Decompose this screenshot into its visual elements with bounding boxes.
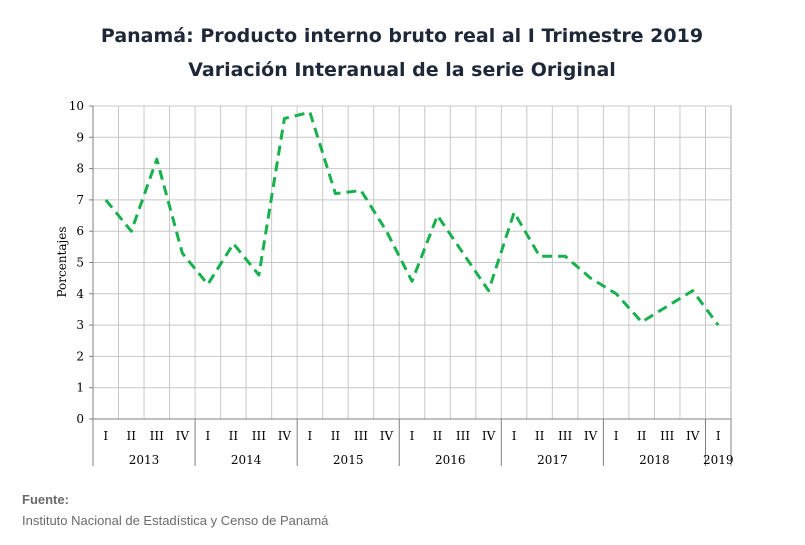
x-tick-label: IV <box>686 429 700 443</box>
data-series <box>104 110 720 326</box>
source-text: Instituto Nacional de Estadística y Cens… <box>22 513 329 528</box>
year-label: 2017 <box>537 453 568 467</box>
x-tick-label: II <box>433 429 443 443</box>
x-tick-label: IV <box>380 429 394 443</box>
chart-subtitle: Variación Interanual de la serie Origina… <box>188 59 616 81</box>
y-tick-label: 10 <box>69 99 84 113</box>
line-chart: Panamá: Producto interno bruto real al I… <box>55 25 734 467</box>
year-label: 2019 <box>703 453 734 467</box>
x-tick-label: III <box>252 429 266 443</box>
y-tick-label: 2 <box>76 349 84 363</box>
x-tick-label: II <box>229 429 239 443</box>
chart-title: Panamá: Producto interno bruto real al I… <box>101 25 703 47</box>
year-label: 2013 <box>129 453 160 467</box>
y-tick-label: 5 <box>76 256 84 270</box>
x-tick-label: III <box>660 429 674 443</box>
y-tick-label: 1 <box>76 381 84 395</box>
x-tick-label: II <box>127 429 137 443</box>
y-axis-label: Porcentajes <box>55 226 69 297</box>
y-tick-label: 8 <box>76 162 84 176</box>
year-label: 2014 <box>231 453 262 467</box>
x-tick-label: II <box>637 429 647 443</box>
x-tick-label: III <box>558 429 572 443</box>
year-label: 2015 <box>333 453 364 467</box>
year-label: 2018 <box>639 453 670 467</box>
axes <box>89 105 732 466</box>
x-tick-label: IV <box>278 429 292 443</box>
grid-lines <box>92 105 732 420</box>
source-label: Fuente: <box>22 492 69 507</box>
x-tick-label: III <box>354 429 368 443</box>
x-tick-label: IV <box>176 429 190 443</box>
x-tick-label: I <box>205 429 210 443</box>
x-tick-label: IV <box>584 429 598 443</box>
x-tick-label: I <box>308 429 313 443</box>
x-tick-label: III <box>456 429 470 443</box>
y-tick-labels: 0 1 2 3 4 5 6 7 8 9 10 <box>69 99 85 426</box>
series-line <box>104 110 720 326</box>
x-tick-label: I <box>410 429 415 443</box>
x-tick-label: II <box>331 429 341 443</box>
x-tick-label: II <box>535 429 545 443</box>
x-tick-label: I <box>614 429 619 443</box>
x-tick-label: I <box>512 429 517 443</box>
x-tick-label: IV <box>482 429 496 443</box>
x-tick-label: I <box>103 429 108 443</box>
year-label: 2016 <box>435 453 466 467</box>
x-tick-labels: I II III IV I II III IV I II III IV I II III IV I II III IV… <box>103 429 733 467</box>
y-tick-label: 7 <box>76 193 84 207</box>
y-tick-label: 3 <box>76 318 84 332</box>
x-tick-label: III <box>150 429 164 443</box>
x-tick-label: I <box>716 429 721 443</box>
y-tick-label: 4 <box>76 287 84 301</box>
y-tick-label: 6 <box>76 224 84 238</box>
y-tick-label: 0 <box>76 412 84 426</box>
y-tick-label: 9 <box>76 130 84 144</box>
